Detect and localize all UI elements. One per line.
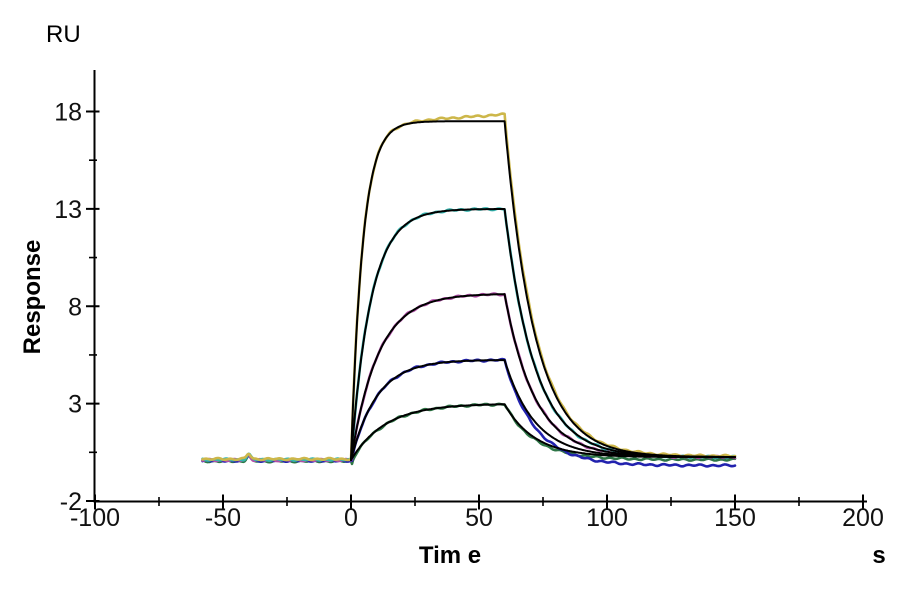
data-curve-cyan [201,207,737,462]
x-tick-label: 0 [344,504,358,532]
fit-curve-cyan [350,208,736,462]
data-curve-blue [201,357,737,468]
x-tick-label: 200 [842,504,884,532]
fit-curve-green [350,403,736,462]
data-curve-magenta [201,292,737,463]
x-tick-label: 50 [465,504,493,532]
y-tick-label: -2 [60,488,82,516]
y-axis-title: Response [19,239,46,355]
x-tick-label: -100 [70,504,120,532]
y-tick-label: 18 [54,99,82,127]
x-axis-title: Tim e [418,542,482,569]
x-tick-label: 150 [714,504,756,532]
y-axis-unit-label: RU [46,21,81,48]
x-tick-label: 100 [586,504,628,532]
x-axis-unit-label: s [872,542,886,569]
y-tick-label: 13 [54,196,82,224]
x-tick-label: -50 [205,504,241,532]
y-tick-label: 8 [68,293,82,321]
data-curve-yellow [201,112,737,462]
y-tick-label: 3 [68,391,82,419]
